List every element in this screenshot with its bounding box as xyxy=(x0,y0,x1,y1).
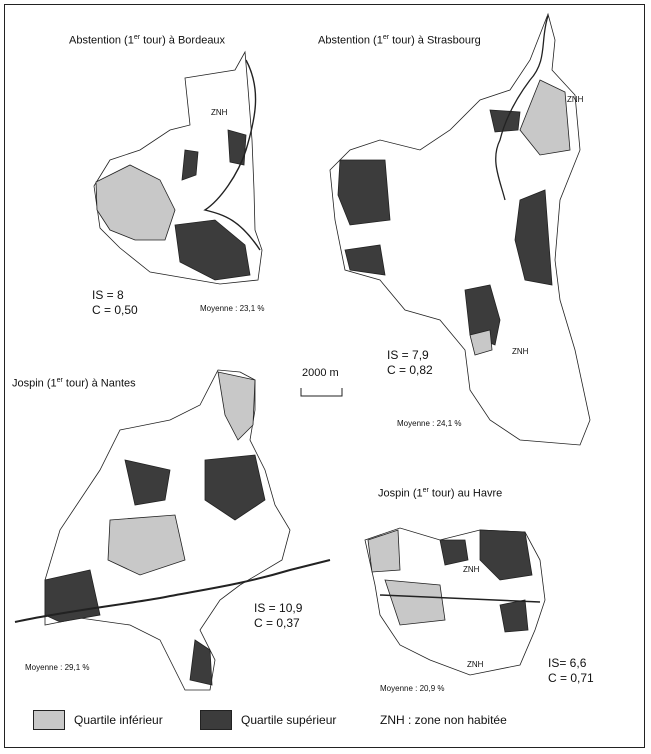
mean-strasbourg: Moyenne : 24,1 % xyxy=(397,419,462,428)
havre-upper-zone-2 xyxy=(439,539,469,566)
c-value: C = 0,37 xyxy=(254,616,300,630)
legend-swatch-lower xyxy=(33,710,65,730)
stats-strasbourg: IS = 7,9 C = 0,82 xyxy=(387,348,433,378)
scale-label: 2000 m xyxy=(302,367,339,379)
c-value: C = 0,50 xyxy=(92,303,138,317)
title-strasbourg: Abstention (1er tour) à Strasbourg xyxy=(318,34,481,47)
mean-nantes: Moyenne : 29,1 % xyxy=(25,663,90,672)
havre-upper-zone-3 xyxy=(499,599,529,633)
c-value: C = 0,71 xyxy=(548,671,594,685)
nantes-upper-zone-2 xyxy=(204,454,266,521)
title-nantes: Jospin (1er tour) à Nantes xyxy=(12,377,136,390)
stats-havre: IS= 6,6 C = 0,71 xyxy=(548,656,594,686)
bordeaux-upper-zone-3 xyxy=(181,149,199,181)
bordeaux-upper-zone-2 xyxy=(227,129,247,166)
havre-upper-zone-1 xyxy=(479,529,533,581)
map-le-havre xyxy=(364,527,546,676)
map-bordeaux xyxy=(93,50,263,285)
legend-label-lower: Quartile inférieur xyxy=(74,713,163,727)
znh-label-strasbourg-south: ZNH xyxy=(512,347,529,356)
c-value: C = 0,82 xyxy=(387,363,433,377)
figure-frame xyxy=(4,4,645,748)
is-value: IS = 7,9 xyxy=(387,348,429,362)
map-strasbourg xyxy=(329,12,591,446)
bordeaux-lower-zone xyxy=(95,164,176,241)
znh-label-bordeaux: ZNH xyxy=(211,108,228,117)
strasbourg-upper-zone-2 xyxy=(337,159,391,226)
stats-bordeaux: IS = 8 C = 0,50 xyxy=(92,288,138,318)
havre-lower-zone-1 xyxy=(367,529,401,573)
strasbourg-outline xyxy=(329,12,591,446)
is-value: IS = 10,9 xyxy=(254,601,303,615)
nantes-upper-zone-3 xyxy=(124,459,171,506)
strasbourg-lower-zone-2 xyxy=(469,329,493,356)
bordeaux-river xyxy=(203,59,261,251)
havre-lower-zone-2 xyxy=(384,579,446,626)
znh-label-havre-south: ZNH xyxy=(467,660,484,669)
legend-label-upper: Quartile supérieur xyxy=(241,713,337,727)
is-value: IS= 6,6 xyxy=(548,656,587,670)
map-nantes xyxy=(14,369,331,691)
bordeaux-upper-zone-1 xyxy=(174,219,251,281)
strasbourg-upper-zone-3 xyxy=(464,284,501,346)
is-value: IS = 8 xyxy=(92,288,124,302)
mean-bordeaux: Moyenne : 23,1 % xyxy=(200,304,265,313)
strasbourg-upper-zone-4 xyxy=(344,244,386,276)
strasbourg-rhine xyxy=(495,15,549,201)
znh-label-strasbourg-north: ZNH xyxy=(567,95,584,104)
legend-label-znh: ZNH : zone non habitée xyxy=(380,713,507,727)
scale-bar xyxy=(300,388,343,397)
title-bordeaux: Abstention (1er tour) à Bordeaux xyxy=(69,34,226,47)
mean-havre: Moyenne : 20,9 % xyxy=(380,684,445,693)
stats-nantes: IS = 10,9 C = 0,37 xyxy=(254,601,302,631)
strasbourg-upper-zone-1 xyxy=(514,189,553,286)
title-havre: Jospin (1er tour) au Havre xyxy=(378,487,503,500)
strasbourg-lower-zone-1 xyxy=(519,79,571,156)
znh-label-havre-north: ZNH xyxy=(463,565,480,574)
legend-swatch-upper xyxy=(200,710,232,730)
havre-port xyxy=(379,594,541,603)
strasbourg-upper-zone-5 xyxy=(489,109,521,133)
nantes-lower-zone-1 xyxy=(107,514,186,576)
nantes-upper-zone-4 xyxy=(189,639,213,686)
nantes-lower-zone-2 xyxy=(217,371,256,441)
nantes-loire xyxy=(14,559,331,623)
